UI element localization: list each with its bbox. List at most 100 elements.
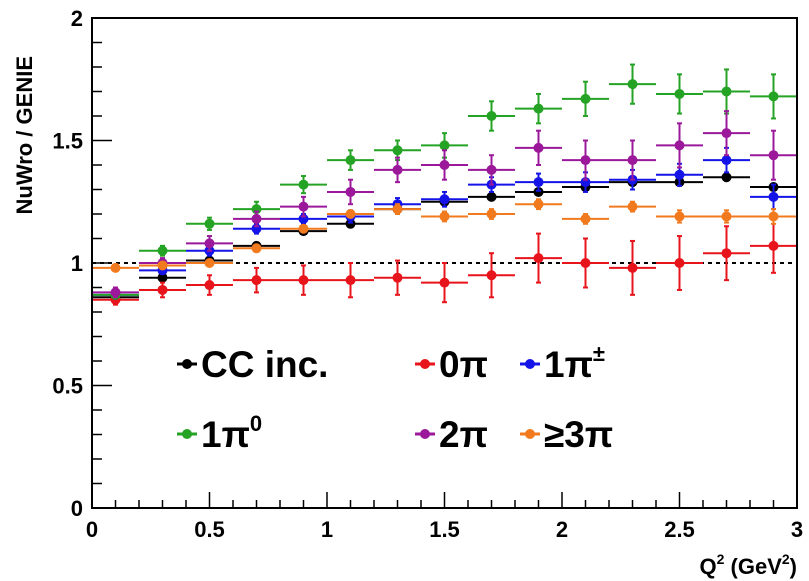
data-point (468, 252, 515, 299)
data-point (186, 258, 233, 268)
data-marker (439, 140, 450, 151)
legend-swatch-marker (420, 359, 430, 369)
data-point (139, 281, 186, 299)
y-tick-label: 1 (71, 251, 83, 276)
legend-swatch-marker (182, 429, 192, 439)
legend-label: 1π0 (201, 411, 262, 455)
data-marker (251, 275, 262, 286)
data-point (421, 262, 468, 304)
data-marker (627, 155, 638, 166)
data-point (609, 139, 656, 181)
data-point (703, 146, 750, 174)
data-point (327, 262, 374, 299)
data-marker (580, 155, 591, 166)
x-tick-label: 1 (321, 517, 333, 542)
data-point (233, 243, 280, 254)
data-marker (721, 211, 732, 222)
data-point (233, 210, 280, 228)
data-marker (345, 155, 356, 166)
data-point (515, 232, 562, 284)
data-point (139, 272, 186, 283)
data-marker (768, 91, 779, 102)
data-point (562, 80, 609, 117)
data-marker (439, 211, 450, 222)
data-point (750, 129, 797, 181)
data-point (703, 68, 750, 115)
y-axis-title: NuWro / GENIE (12, 56, 37, 215)
data-marker (533, 177, 544, 188)
data-marker (674, 258, 685, 268)
legend: CC inc. 0π 1π±1π0 2π ≥3π (177, 341, 613, 455)
data-marker (486, 191, 497, 202)
data-point (327, 209, 374, 219)
data-point (186, 235, 233, 252)
legend-label-sup: ± (593, 341, 605, 366)
data-marker (157, 260, 168, 271)
data-point (92, 286, 139, 299)
data-point (750, 73, 797, 120)
data-point (656, 235, 703, 291)
data-marker (439, 277, 450, 288)
legend-entry-1pipm: 1π± (520, 341, 605, 385)
data-marker (110, 287, 121, 298)
data-point (562, 213, 609, 225)
data-point (233, 266, 280, 294)
x-axis-title-q: Q (699, 554, 716, 579)
legend-label: ≥3π (544, 414, 613, 455)
data-marker (533, 199, 544, 210)
data-point (609, 200, 656, 213)
data-marker (345, 275, 356, 286)
data-marker (533, 103, 544, 114)
legend-entry-2pi: 2π (415, 414, 488, 455)
data-marker (298, 179, 309, 190)
data-marker (298, 201, 309, 212)
data-marker (204, 258, 215, 268)
data-marker (627, 262, 638, 273)
legend-label: 0π (439, 344, 488, 385)
data-marker (674, 88, 685, 99)
data-marker (439, 194, 450, 205)
data-point (656, 73, 703, 115)
data-point (374, 203, 421, 215)
data-marker (721, 172, 732, 183)
y-tick-label: 1.5 (52, 129, 83, 154)
legend-swatch-marker (525, 359, 535, 369)
data-marker (580, 93, 591, 104)
data-marker (486, 111, 497, 121)
data-point (139, 260, 186, 271)
data-point (421, 210, 468, 223)
data-marker (721, 155, 732, 166)
data-marker (392, 164, 403, 175)
data-point (750, 183, 797, 211)
data-point (280, 175, 327, 195)
data-marker (580, 213, 591, 224)
legend-swatch-marker (182, 359, 192, 369)
data-marker (674, 140, 685, 151)
legend-label: 2π (439, 414, 488, 455)
data-marker (768, 240, 779, 251)
data-marker (392, 145, 403, 156)
legend-swatch-marker (420, 429, 430, 439)
data-point (468, 154, 515, 186)
x-axis-title: Q2 (GeV2) (699, 551, 797, 579)
data-marker (204, 280, 215, 291)
y-tick-label: 2 (71, 6, 83, 31)
data-point (515, 129, 562, 166)
data-marker (533, 142, 544, 153)
data-point (374, 139, 421, 162)
data-point (703, 172, 750, 183)
data-point (515, 172, 562, 192)
data-marker (627, 201, 638, 212)
x-tick-label: 0 (86, 517, 98, 542)
y-tick-label: 0 (71, 496, 83, 521)
x-tick-label: 3 (791, 517, 803, 542)
data-point (280, 195, 327, 218)
data-point (656, 209, 703, 224)
x-axis-title-q-sup: 2 (717, 551, 725, 567)
series-ge3pi (92, 198, 797, 273)
data-marker (204, 218, 215, 229)
data-point (750, 208, 797, 225)
data-marker (345, 218, 356, 229)
data-marker (251, 213, 262, 224)
